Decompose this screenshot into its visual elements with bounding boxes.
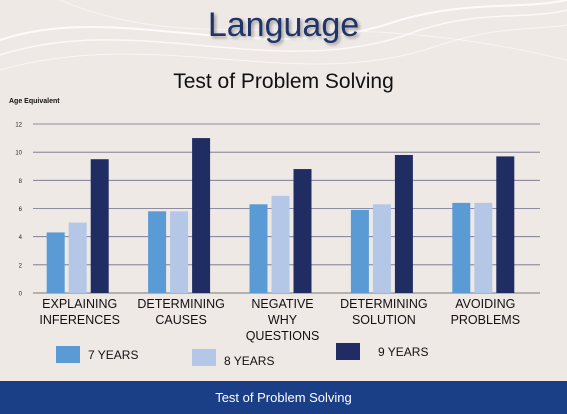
bar bbox=[148, 211, 167, 293]
bar bbox=[372, 204, 391, 293]
slide-title: Language bbox=[207, 6, 360, 44]
x-tick-label: DETERMINING bbox=[340, 297, 428, 311]
x-tick-label: CAUSES bbox=[155, 313, 206, 327]
legend-label-8-years: 8 YEARS bbox=[224, 354, 275, 368]
bar bbox=[170, 211, 189, 293]
legend-swatch-7-years bbox=[56, 346, 80, 363]
bar bbox=[271, 195, 290, 293]
y-tick-label: 8 bbox=[19, 179, 23, 185]
x-tick-label: NEGATIVE bbox=[251, 297, 313, 311]
x-tick-label: QUESTIONS bbox=[246, 329, 320, 343]
x-tick-label: WHY bbox=[268, 313, 298, 327]
chart-title: Test of Problem Solving bbox=[173, 70, 394, 93]
y-tick-label: 12 bbox=[15, 123, 22, 129]
legend-item-9-years: 9 YEARS bbox=[336, 343, 428, 360]
legend-swatch-8-years bbox=[192, 348, 216, 366]
y-tick-label: 4 bbox=[19, 235, 23, 241]
x-tick-label: DETERMINING bbox=[137, 297, 225, 311]
bar bbox=[192, 138, 211, 293]
bar bbox=[474, 202, 493, 293]
y-tick-label: 10 bbox=[15, 151, 22, 157]
legend-swatch-9-years bbox=[336, 343, 360, 360]
x-tick-label: SOLUTION bbox=[352, 313, 416, 327]
y-tick-label: 2 bbox=[19, 263, 23, 269]
bar bbox=[46, 232, 65, 293]
x-tick-label: PROBLEMS bbox=[451, 313, 520, 327]
bar bbox=[452, 202, 471, 293]
bar bbox=[350, 209, 369, 293]
legend-item-8-years: 8 YEARS bbox=[192, 346, 274, 368]
bar bbox=[90, 159, 109, 293]
y-tick-label: 0 bbox=[19, 292, 23, 298]
bar bbox=[394, 154, 413, 293]
legend-item-7-years: 7 YEARS bbox=[56, 346, 138, 363]
y-axis-label: Age Equivalent bbox=[9, 98, 60, 105]
y-tick-label: 6 bbox=[19, 207, 23, 213]
bar bbox=[496, 156, 515, 293]
legend-label-7-years: 7 YEARS bbox=[88, 347, 139, 362]
x-tick-label: INFERENCES bbox=[39, 313, 120, 327]
x-tick-label: AVOIDING bbox=[455, 297, 515, 311]
bar bbox=[249, 204, 268, 293]
bar bbox=[293, 169, 312, 293]
x-tick-label: EXPLAINING bbox=[42, 297, 117, 311]
footer-bar: Test of Problem Solving bbox=[0, 381, 567, 414]
legend-label-9-years: 9 YEARS bbox=[378, 344, 429, 359]
bar bbox=[68, 222, 87, 293]
background-swirl bbox=[0, 0, 567, 71]
